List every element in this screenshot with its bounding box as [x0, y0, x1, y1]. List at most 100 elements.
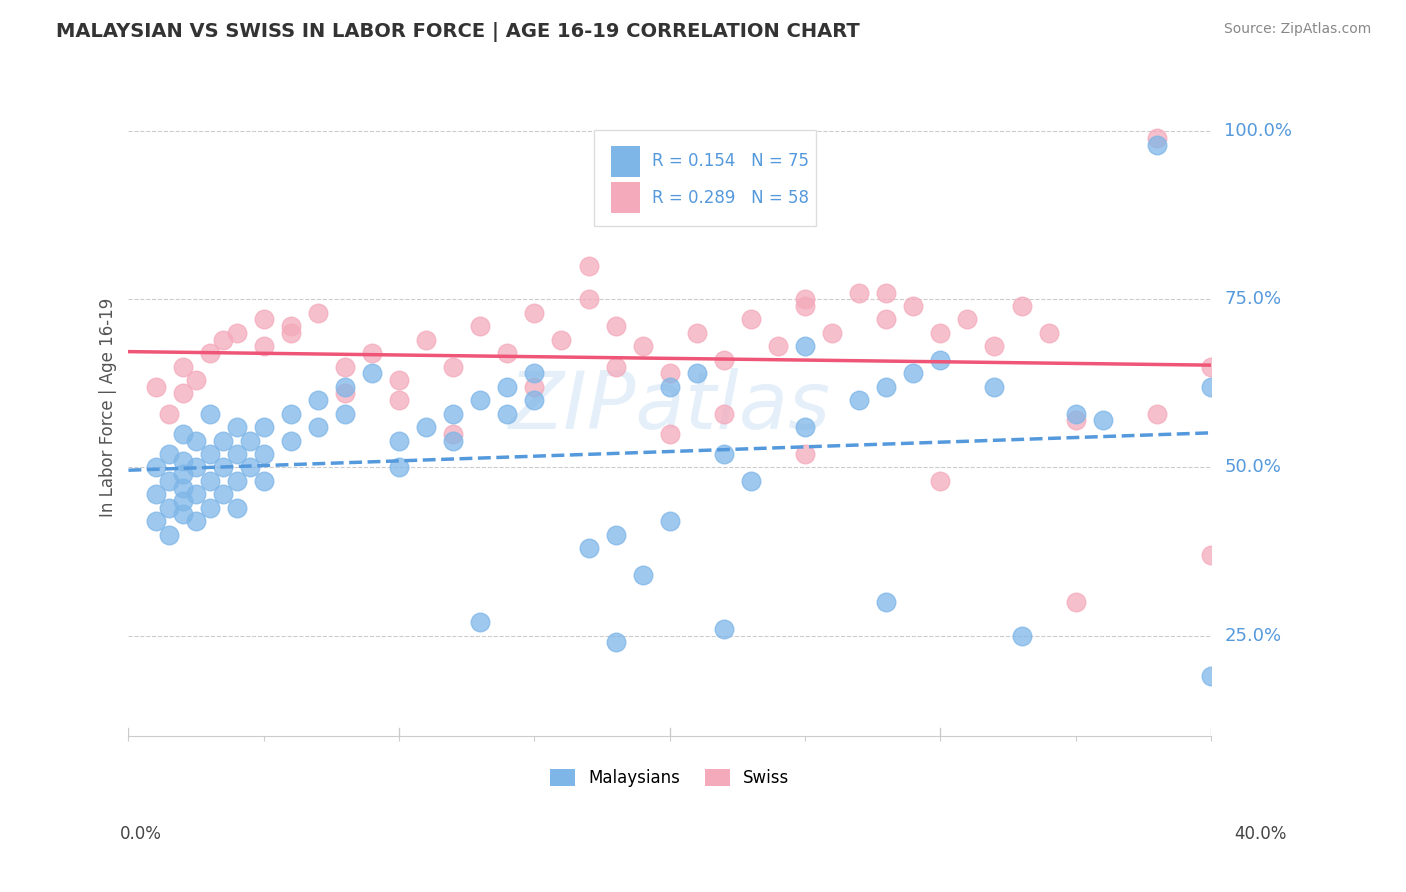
- Point: [441, 434, 464, 448]
- Point: [903, 366, 925, 380]
- Point: [713, 407, 735, 421]
- Point: [1199, 548, 1222, 562]
- FancyBboxPatch shape: [593, 130, 815, 226]
- Point: [1038, 326, 1060, 340]
- Point: [470, 615, 492, 629]
- Point: [658, 366, 681, 380]
- Text: 75.0%: 75.0%: [1225, 290, 1282, 309]
- Point: [523, 366, 546, 380]
- Point: [1199, 380, 1222, 394]
- Point: [470, 393, 492, 408]
- Point: [157, 407, 180, 421]
- Point: [184, 373, 207, 387]
- Text: 25.0%: 25.0%: [1225, 626, 1282, 645]
- Point: [1064, 595, 1087, 609]
- Point: [212, 434, 235, 448]
- Point: [172, 453, 194, 467]
- Point: [333, 407, 356, 421]
- Point: [145, 380, 167, 394]
- Text: 100.0%: 100.0%: [1225, 122, 1292, 140]
- Point: [212, 333, 235, 347]
- Point: [686, 326, 709, 340]
- Point: [415, 420, 437, 434]
- Point: [578, 259, 600, 273]
- Point: [1146, 131, 1168, 145]
- Point: [983, 380, 1005, 394]
- Point: [253, 339, 276, 353]
- Point: [766, 339, 789, 353]
- Point: [523, 393, 546, 408]
- Point: [157, 500, 180, 515]
- Point: [172, 481, 194, 495]
- Point: [605, 319, 627, 334]
- Point: [415, 333, 437, 347]
- Point: [848, 285, 870, 300]
- Point: [280, 326, 302, 340]
- Point: [198, 500, 221, 515]
- Point: [848, 393, 870, 408]
- Point: [212, 460, 235, 475]
- Point: [172, 467, 194, 482]
- Point: [333, 380, 356, 394]
- Point: [225, 474, 247, 488]
- Point: [713, 352, 735, 367]
- Point: [307, 306, 329, 320]
- Point: [523, 380, 546, 394]
- Point: [157, 474, 180, 488]
- Point: [875, 380, 897, 394]
- Text: 0.0%: 0.0%: [120, 825, 162, 843]
- Point: [740, 474, 762, 488]
- Point: [388, 460, 411, 475]
- Point: [361, 366, 384, 380]
- Point: [713, 447, 735, 461]
- Point: [523, 306, 546, 320]
- Point: [239, 460, 262, 475]
- Point: [1011, 299, 1033, 313]
- Point: [157, 447, 180, 461]
- Point: [496, 407, 519, 421]
- Point: [198, 346, 221, 360]
- Point: [686, 366, 709, 380]
- Point: [794, 447, 817, 461]
- Point: [212, 487, 235, 501]
- Point: [388, 434, 411, 448]
- Point: [929, 474, 952, 488]
- Point: [875, 595, 897, 609]
- Point: [184, 487, 207, 501]
- Point: [470, 319, 492, 334]
- Point: [145, 514, 167, 528]
- Point: [794, 420, 817, 434]
- Point: [225, 420, 247, 434]
- Point: [198, 407, 221, 421]
- Point: [388, 373, 411, 387]
- Text: MALAYSIAN VS SWISS IN LABOR FORCE | AGE 16-19 CORRELATION CHART: MALAYSIAN VS SWISS IN LABOR FORCE | AGE …: [56, 22, 860, 42]
- Point: [145, 460, 167, 475]
- Point: [903, 299, 925, 313]
- Point: [253, 420, 276, 434]
- FancyBboxPatch shape: [612, 146, 641, 177]
- Point: [875, 285, 897, 300]
- Point: [496, 346, 519, 360]
- Text: ZIPatlas: ZIPatlas: [509, 368, 831, 446]
- Point: [658, 426, 681, 441]
- Point: [361, 346, 384, 360]
- Point: [1011, 628, 1033, 642]
- Point: [172, 386, 194, 401]
- Point: [875, 312, 897, 326]
- Point: [794, 293, 817, 307]
- Point: [333, 359, 356, 374]
- Legend: Malaysians, Swiss: Malaysians, Swiss: [543, 763, 796, 794]
- Point: [605, 359, 627, 374]
- Text: Source: ZipAtlas.com: Source: ZipAtlas.com: [1223, 22, 1371, 37]
- Point: [1064, 407, 1087, 421]
- Text: R = 0.289   N = 58: R = 0.289 N = 58: [652, 189, 810, 207]
- Point: [280, 319, 302, 334]
- Point: [1064, 413, 1087, 427]
- Point: [253, 474, 276, 488]
- Text: 40.0%: 40.0%: [1234, 825, 1286, 843]
- Point: [983, 339, 1005, 353]
- FancyBboxPatch shape: [612, 182, 641, 213]
- Point: [225, 326, 247, 340]
- Point: [198, 474, 221, 488]
- Point: [184, 434, 207, 448]
